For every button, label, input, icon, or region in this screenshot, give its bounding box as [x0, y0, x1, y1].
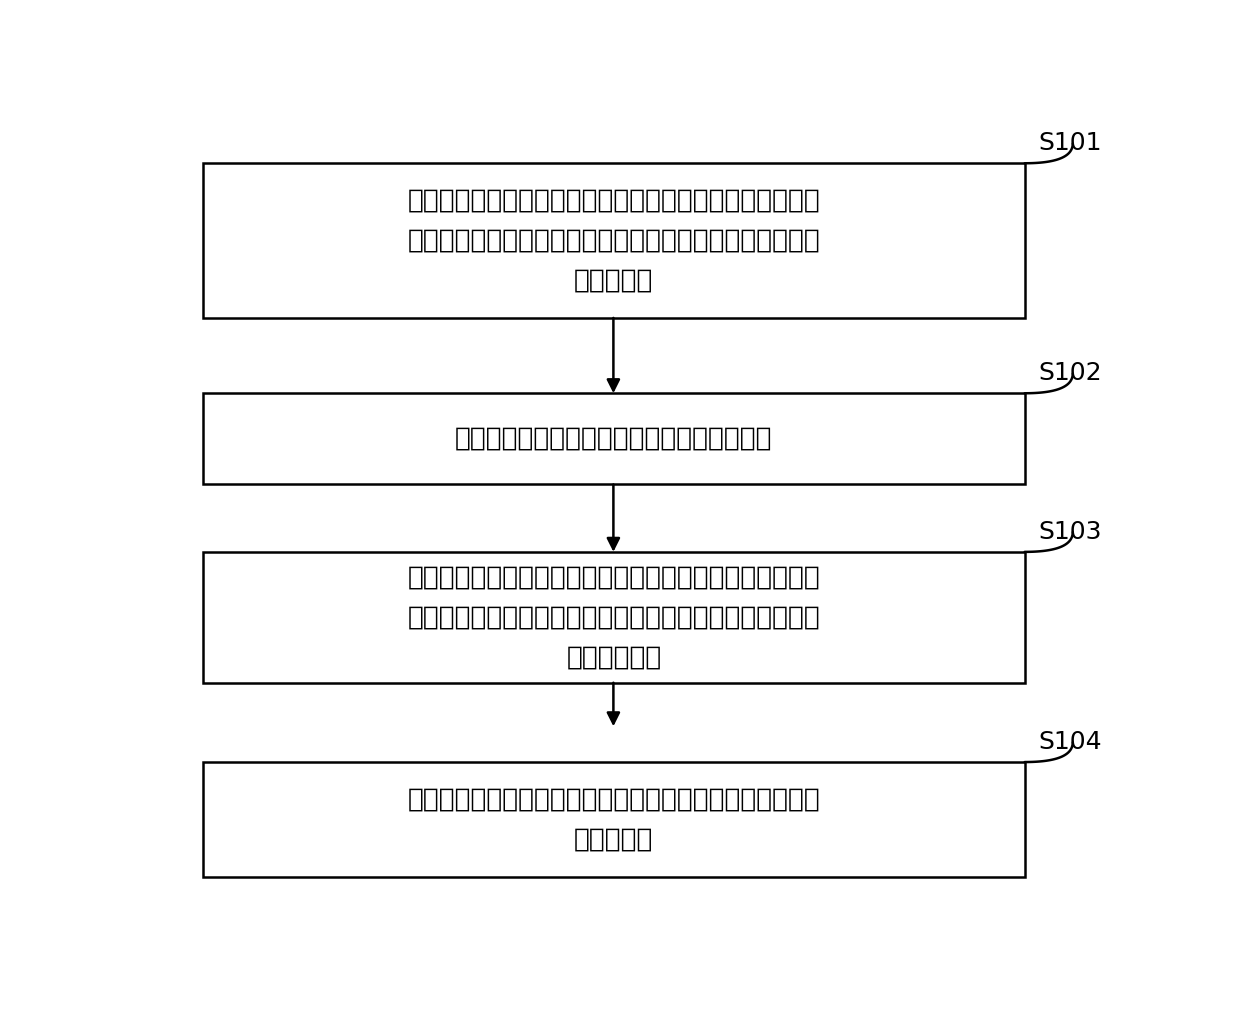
FancyBboxPatch shape [203, 762, 1024, 878]
Text: 当满足所述触发条件时，根据所述状态反馈信号更新所述开
关显示状态: 当满足所述触发条件时，根据所述状态反馈信号更新所述开 关显示状态 [408, 787, 820, 853]
FancyBboxPatch shape [203, 164, 1024, 318]
Text: S101: S101 [1038, 132, 1101, 156]
Text: S102: S102 [1038, 362, 1101, 385]
Text: S103: S103 [1038, 520, 1101, 544]
FancyBboxPatch shape [203, 552, 1024, 683]
Text: 获取用户针对预设车辆功能的操作指令，确定所述操作指令
对应的开关信息；根据所述开关信息调整所述车辆功能的开
关显示状态: 获取用户针对预设车辆功能的操作指令，确定所述操作指令 对应的开关信息；根据所述开… [408, 187, 820, 294]
FancyBboxPatch shape [203, 393, 1024, 484]
Text: S104: S104 [1038, 730, 1101, 754]
Text: 基于所述操作指令向车辆下发相应的控制信号: 基于所述操作指令向车辆下发相应的控制信号 [455, 425, 773, 452]
Text: 接收针对所述车辆功能的车辆反馈信号，若所述车辆反馈信
号包括状态反馈信号，则判断所述车辆是否满足所述车辆功
能的触发条件: 接收针对所述车辆功能的车辆反馈信号，若所述车辆反馈信 号包括状态反馈信号，则判断… [408, 564, 820, 671]
